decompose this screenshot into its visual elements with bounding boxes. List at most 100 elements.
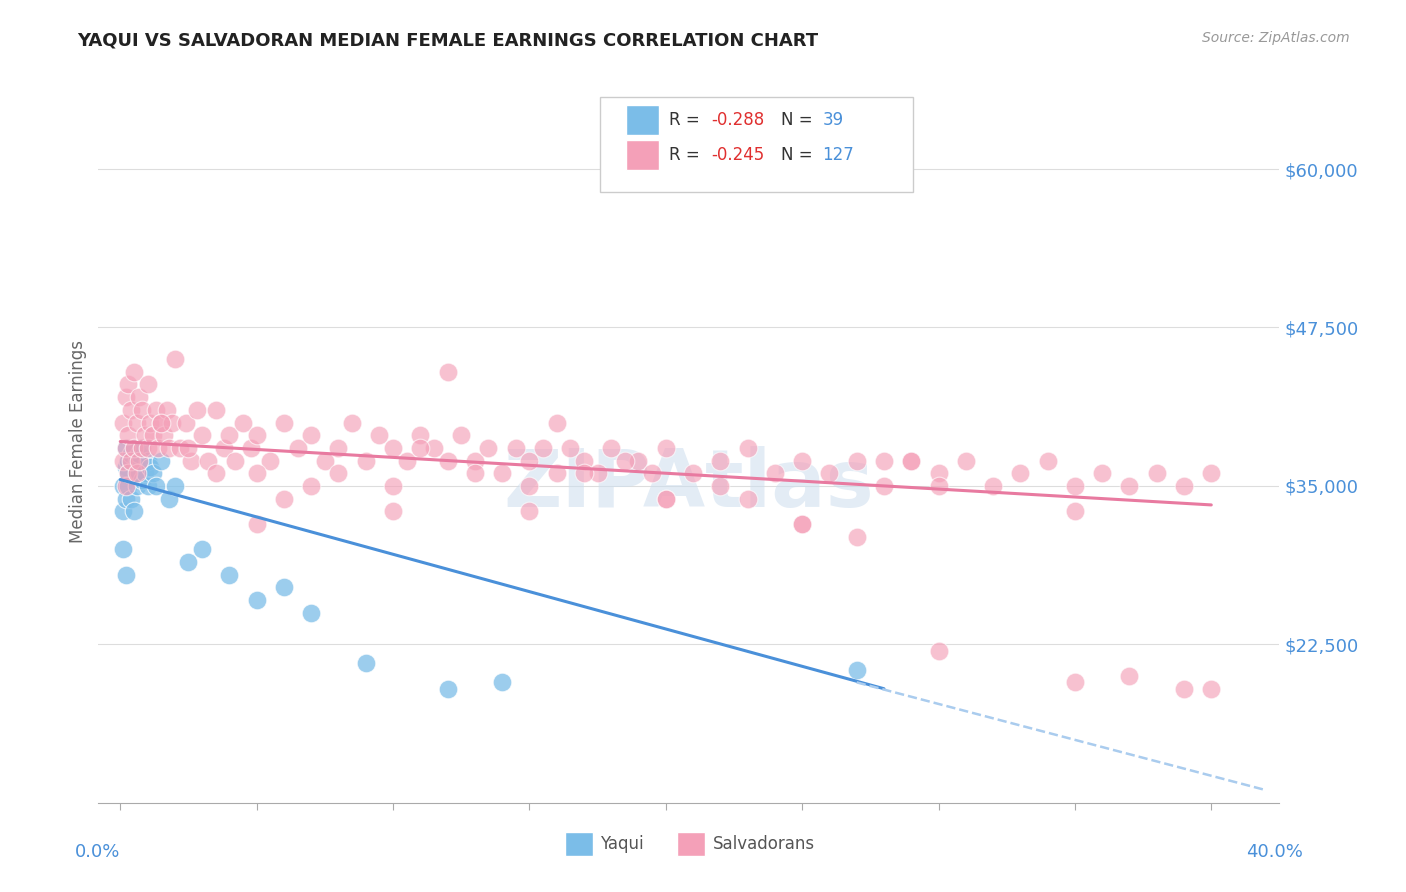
Point	[763, 467, 786, 481]
Point	[328, 467, 350, 481]
Point	[382, 441, 405, 455]
Point	[139, 416, 162, 430]
Point	[120, 402, 142, 417]
Point	[273, 491, 295, 506]
Point	[150, 416, 173, 430]
Point	[299, 428, 322, 442]
Point	[128, 390, 150, 404]
Point	[354, 453, 377, 467]
Point	[600, 441, 623, 455]
Point	[160, 416, 183, 430]
Point	[139, 459, 162, 474]
Point	[125, 479, 148, 493]
Point	[450, 428, 472, 442]
FancyBboxPatch shape	[626, 104, 659, 135]
Point	[122, 441, 145, 455]
Point	[150, 453, 173, 467]
Text: -0.288: -0.288	[711, 111, 765, 128]
Point	[423, 441, 446, 455]
Point	[114, 479, 136, 493]
Point	[368, 428, 391, 442]
Text: 39: 39	[823, 111, 844, 128]
Point	[737, 491, 759, 506]
Y-axis label: Median Female Earnings: Median Female Earnings	[69, 340, 87, 543]
Point	[436, 681, 458, 696]
Point	[464, 453, 486, 467]
Point	[218, 567, 240, 582]
FancyBboxPatch shape	[678, 832, 706, 855]
Text: N =: N =	[782, 111, 818, 128]
Point	[340, 416, 363, 430]
Point	[655, 491, 678, 506]
Text: YAQUI VS SALVADORAN MEDIAN FEMALE EARNINGS CORRELATION CHART: YAQUI VS SALVADORAN MEDIAN FEMALE EARNIN…	[77, 31, 818, 49]
Point	[111, 504, 134, 518]
Point	[204, 402, 226, 417]
Point	[328, 441, 350, 455]
Point	[382, 479, 405, 493]
Point	[111, 453, 134, 467]
Point	[314, 453, 336, 467]
Text: -0.245: -0.245	[711, 146, 765, 164]
Point	[186, 402, 208, 417]
Point	[436, 453, 458, 467]
Point	[491, 675, 513, 690]
Point	[136, 479, 159, 493]
Point	[792, 453, 814, 467]
Point	[900, 453, 922, 467]
Text: Yaqui: Yaqui	[600, 835, 644, 853]
Point	[117, 479, 139, 493]
Point	[259, 453, 281, 467]
Point	[246, 428, 269, 442]
Point	[114, 459, 136, 474]
Point	[1146, 467, 1168, 481]
Point	[1173, 681, 1195, 696]
Point	[114, 441, 136, 455]
Point	[142, 467, 165, 481]
Point	[299, 606, 322, 620]
Point	[928, 467, 950, 481]
Point	[818, 467, 841, 481]
Point	[477, 441, 499, 455]
Point	[122, 365, 145, 379]
Point	[131, 441, 153, 455]
Text: N =: N =	[782, 146, 818, 164]
Point	[134, 428, 156, 442]
Point	[409, 441, 432, 455]
Point	[142, 428, 165, 442]
Point	[287, 441, 309, 455]
Point	[153, 428, 176, 442]
Point	[204, 467, 226, 481]
FancyBboxPatch shape	[565, 832, 593, 855]
Point	[120, 447, 142, 461]
Point	[1091, 467, 1114, 481]
Point	[709, 479, 731, 493]
Point	[845, 663, 868, 677]
Point	[246, 467, 269, 481]
Point	[299, 479, 322, 493]
Point	[131, 473, 153, 487]
Point	[586, 467, 609, 481]
Point	[845, 453, 868, 467]
Point	[1036, 453, 1059, 467]
Point	[114, 491, 136, 506]
Point	[157, 441, 180, 455]
Point	[519, 504, 541, 518]
Point	[131, 441, 153, 455]
Point	[128, 453, 150, 467]
Point	[531, 441, 554, 455]
Point	[246, 516, 269, 531]
Point	[491, 467, 513, 481]
Point	[737, 441, 759, 455]
Point	[131, 402, 153, 417]
Point	[273, 416, 295, 430]
Point	[1201, 681, 1223, 696]
Point	[955, 453, 977, 467]
Point	[682, 467, 704, 481]
FancyBboxPatch shape	[626, 140, 659, 170]
Point	[655, 491, 678, 506]
Point	[114, 390, 136, 404]
Point	[224, 453, 246, 467]
Point	[122, 441, 145, 455]
Point	[134, 467, 156, 481]
Point	[240, 441, 263, 455]
